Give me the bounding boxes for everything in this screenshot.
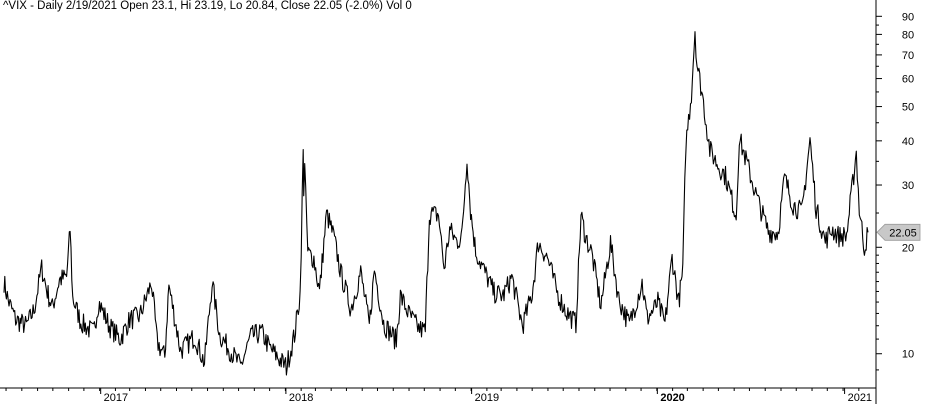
- x-axis: 2017 2018 2019 2020 2021: [5, 388, 872, 404]
- x-tick-label: 2020: [660, 392, 684, 404]
- y-tick-label: 30: [902, 180, 914, 192]
- last-price-label: 22.05: [889, 227, 917, 239]
- chart-header: ^VIX - Daily 2/19/2021 Open 23.1, Hi 23.…: [3, 0, 412, 12]
- y-tick-label: 60: [902, 74, 914, 86]
- y-tick-label: 90: [902, 11, 914, 23]
- x-tick-label: 2018: [289, 392, 313, 404]
- last-price-badge: 22.05: [876, 223, 921, 241]
- y-tick-label: 50: [902, 102, 914, 114]
- y-tick-label: 70: [902, 50, 914, 62]
- price-series: [3, 31, 869, 376]
- plot-area: [0, 0, 877, 404]
- series-line-0: [3, 31, 869, 376]
- y-tick-label: 20: [902, 242, 914, 254]
- x-tick-label: 2021: [848, 392, 872, 404]
- y-tick-label: 40: [902, 136, 914, 148]
- y-tick-label: 10: [902, 349, 914, 361]
- x-tick-label: 2017: [104, 392, 128, 404]
- y-axis: 10 20 30 40 50 60 70 80 90: [876, 11, 914, 371]
- last-price-badge-shape: [876, 223, 921, 241]
- x-tick-label: 2019: [475, 392, 499, 404]
- y-tick-label: 80: [902, 29, 914, 41]
